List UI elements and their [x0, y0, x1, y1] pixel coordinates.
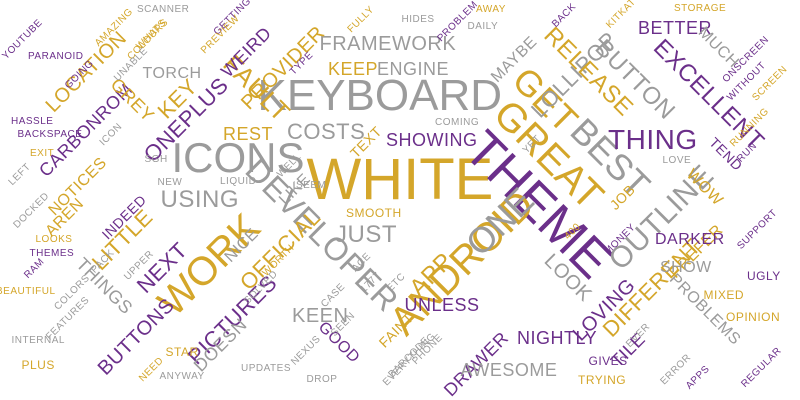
- word-just: JUST: [335, 221, 397, 248]
- word-gives: GIVES: [588, 354, 628, 368]
- word-unless: UNLESS: [404, 295, 480, 315]
- word-back: BACK: [549, 1, 578, 30]
- word-using: USING: [160, 186, 240, 213]
- word-paranoid: PARANOID: [28, 51, 84, 62]
- word-fully: FULLY: [345, 4, 377, 36]
- word-updates: UPDATES: [241, 363, 291, 374]
- word-torch: TORCH: [142, 65, 202, 82]
- word-ram: RAM: [22, 256, 47, 281]
- word-storage: STORAGE: [674, 3, 727, 14]
- word-beautiful: BEAUTIFUL: [0, 286, 56, 297]
- word-coming: COMING: [435, 117, 480, 128]
- word-apps: APPS: [683, 363, 712, 392]
- word-exit: EXIT: [30, 148, 55, 159]
- word-away: AWAY: [476, 4, 506, 15]
- word-love: LOVE: [662, 155, 692, 166]
- word-thing: THING: [608, 124, 698, 155]
- word-icons: ICONS: [171, 134, 305, 181]
- word-plus: PLUS: [21, 358, 55, 372]
- word-left: LEFT: [6, 161, 34, 188]
- word-ugly: UGLY: [747, 269, 781, 283]
- word-white: WHITE: [306, 147, 494, 212]
- word-opinion: OPINION: [726, 310, 781, 324]
- word-keep: KEEP: [328, 59, 379, 79]
- word-mixed: MIXED: [703, 288, 745, 302]
- word-show: SHOW: [660, 259, 712, 276]
- word-internal: INTERNAL: [11, 335, 65, 346]
- word-framework: FRAMEWORK: [319, 33, 457, 55]
- word-hassle: HASSLE: [11, 116, 54, 127]
- word-showing: SHOWING: [386, 130, 478, 150]
- word-star: STAR: [165, 345, 199, 359]
- word-keen: KEEN: [292, 305, 349, 327]
- word-trying: TRYING: [578, 373, 627, 387]
- word-kitkat: KITKAT: [603, 0, 638, 31]
- word-themes: THEMES: [29, 248, 75, 259]
- word-better: BETTER: [638, 18, 713, 38]
- word-costs: COSTS: [287, 119, 366, 144]
- word-seem: SEEM: [296, 180, 327, 191]
- word-new: NEW: [157, 177, 183, 188]
- word-engine: ENGINE: [377, 59, 450, 79]
- word-looks: LOOKS: [35, 234, 73, 245]
- word-nightly: NIGHTLY: [517, 328, 598, 348]
- word-darker: DARKER: [655, 231, 725, 248]
- word-awesome: AWESOME: [460, 360, 558, 380]
- word-sgh: SGH: [144, 154, 168, 165]
- word-drop: DROP: [306, 374, 338, 385]
- word-anyway: ANYWAY: [159, 371, 205, 382]
- word-buttons: BUTTONS: [93, 294, 179, 380]
- word-daily: DAILY: [467, 21, 499, 32]
- word-scanner: SCANNER: [137, 4, 190, 15]
- word-nexus: NEXUS: [288, 333, 323, 368]
- word-backspace: BACKSPACE: [17, 129, 83, 140]
- word-regular: REGULAR: [739, 345, 784, 390]
- word-keyboard: KEYBOARD: [257, 71, 503, 120]
- word-hides: HIDES: [401, 14, 435, 25]
- word-liquid: LIQUID: [220, 176, 257, 187]
- word-rest: REST: [223, 124, 274, 144]
- word-smooth: SMOOTH: [346, 206, 402, 220]
- word-support: SUPPORT: [735, 207, 780, 252]
